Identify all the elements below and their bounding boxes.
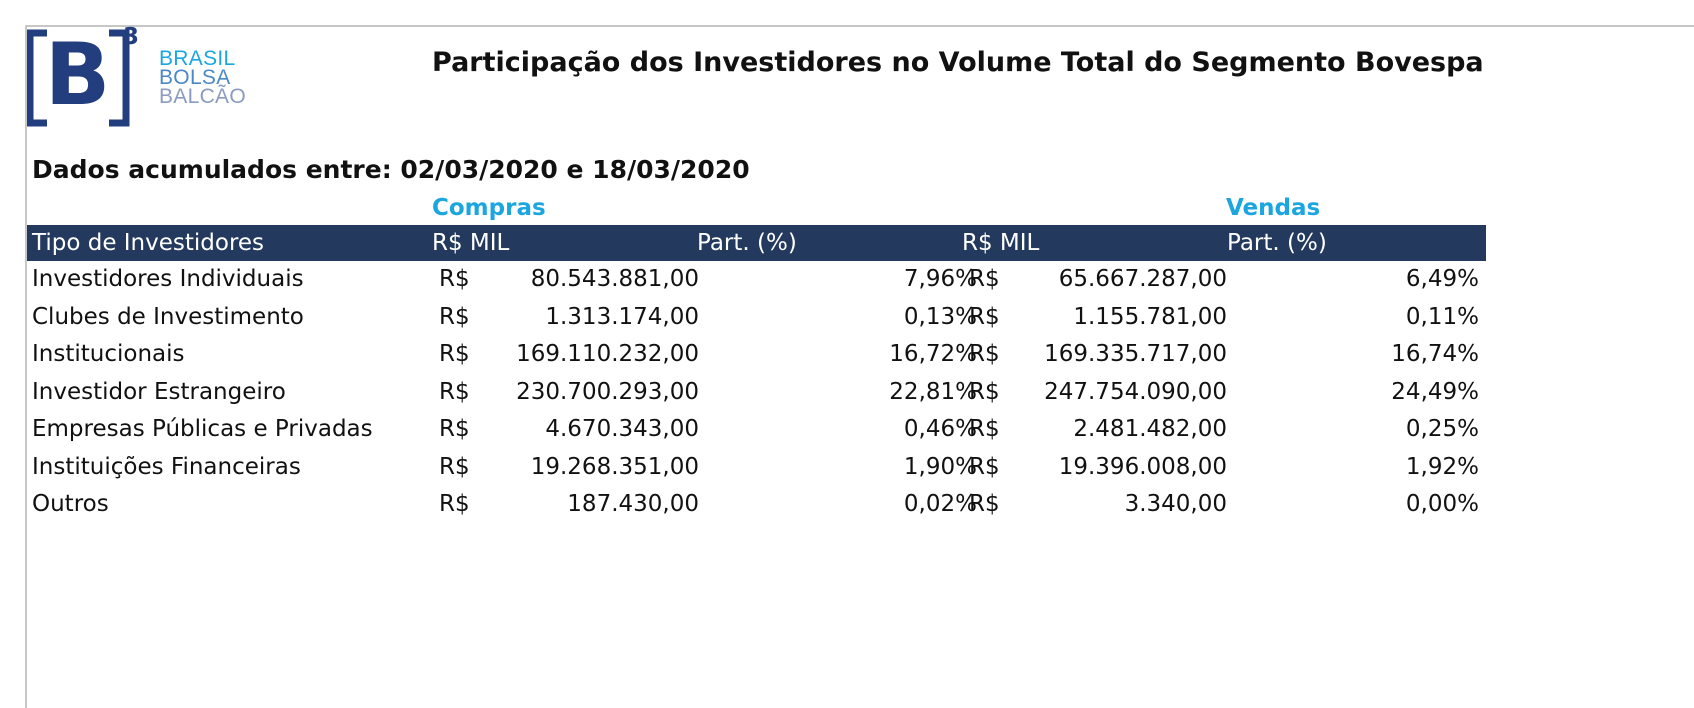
buy-value: 230.700.293,00 xyxy=(516,378,699,405)
buy-pct: 22,81% xyxy=(889,378,977,405)
table-row: Investidor Estrangeiro R$ 230.700.293,00… xyxy=(27,374,1486,412)
sell-currency: R$ xyxy=(969,378,1000,405)
investor-type: Institucionais xyxy=(32,341,185,367)
sell-value: 169.335.717,00 xyxy=(1044,341,1227,367)
investor-type: Empresas Públicas e Privadas xyxy=(32,416,373,442)
header-sell-pct: Part. (%) xyxy=(1227,230,1327,256)
buy-pct: 0,02% xyxy=(903,491,977,517)
logo-word-balcao: BALCÃO xyxy=(159,85,246,108)
sell-currency: R$ xyxy=(969,491,1000,517)
buy-value: 1.313.174,00 xyxy=(545,303,699,330)
sell-currency: R$ xyxy=(969,453,1000,480)
buy-currency: R$ xyxy=(439,341,470,367)
logo-word-brasil: BRASIL xyxy=(159,47,236,70)
buy-currency: R$ xyxy=(439,416,470,442)
sell-value: 1.155.781,00 xyxy=(1073,303,1227,330)
table-header-row: Tipo de Investidores R$ MIL Part. (%) R$… xyxy=(27,225,1486,261)
buy-currency: R$ xyxy=(439,491,470,517)
buy-currency: R$ xyxy=(439,266,470,292)
sheet-left-border xyxy=(25,25,27,708)
logo-superscript: 3 xyxy=(123,24,140,50)
sell-pct: 0,11% xyxy=(1405,303,1479,330)
sell-pct: 16,74% xyxy=(1391,341,1479,367)
sell-pct: 0,00% xyxy=(1405,491,1479,517)
investor-participation-table: Tipo de Investidores R$ MIL Part. (%) R$… xyxy=(27,225,1486,524)
table-row: Institucionais R$ 169.110.232,00 16,72% … xyxy=(27,336,1486,374)
sell-value: 65.667.287,00 xyxy=(1058,266,1227,292)
sell-currency: R$ xyxy=(969,303,1000,330)
buy-value: 19.268.351,00 xyxy=(530,453,699,480)
sell-value: 2.481.482,00 xyxy=(1073,416,1227,442)
buy-pct: 0,13% xyxy=(903,303,977,330)
logo-brackets-icon xyxy=(27,29,130,127)
header-sell-value: R$ MIL xyxy=(962,230,1040,256)
sell-pct: 24,49% xyxy=(1391,378,1479,405)
sell-currency: R$ xyxy=(969,341,1000,367)
buy-currency: R$ xyxy=(439,453,470,480)
sell-pct: 1,92% xyxy=(1405,453,1479,480)
b3-logo: B 3 BRASIL BOLSA BALCÃO xyxy=(27,24,267,128)
sell-value: 19.396.008,00 xyxy=(1058,453,1227,480)
sell-pct: 0,25% xyxy=(1405,416,1479,442)
investor-type: Clubes de Investimento xyxy=(32,303,304,330)
buy-pct: 7,96% xyxy=(903,266,977,292)
buy-value: 169.110.232,00 xyxy=(516,341,699,367)
report-title: Participação dos Investidores no Volume … xyxy=(432,47,1484,78)
table-row: Clubes de Investimento R$ 1.313.174,00 0… xyxy=(27,299,1486,337)
buy-value: 80.543.881,00 xyxy=(530,266,699,292)
buy-pct: 0,46% xyxy=(903,416,977,442)
date-range-subtitle: Dados acumulados entre: 02/03/2020 e 18/… xyxy=(32,155,750,184)
header-buy-value: R$ MIL xyxy=(432,230,510,256)
header-buy-pct: Part. (%) xyxy=(697,230,797,256)
table-row: Outros R$ 187.430,00 0,02% R$ 3.340,00 0… xyxy=(27,486,1486,524)
buy-pct: 1,90% xyxy=(903,453,977,480)
logo-word-bolsa: BOLSA xyxy=(159,66,231,89)
investor-type: Investidores Individuais xyxy=(32,266,304,292)
buy-pct: 16,72% xyxy=(889,341,977,367)
group-label-sell: Vendas xyxy=(1226,195,1321,221)
sell-value: 247.754.090,00 xyxy=(1044,378,1227,405)
group-label-buy: Compras xyxy=(432,195,546,221)
table-row: Instituições Financeiras R$ 19.268.351,0… xyxy=(27,449,1486,487)
table-row: Investidores Individuais R$ 80.543.881,0… xyxy=(27,261,1486,299)
investor-type: Outros xyxy=(32,491,109,517)
sell-pct: 6,49% xyxy=(1405,266,1479,292)
logo-wordmark: BRASIL BOLSA BALCÃO xyxy=(159,47,246,108)
header-tipo: Tipo de Investidores xyxy=(32,230,265,256)
buy-value: 4.670.343,00 xyxy=(545,416,699,442)
sell-currency: R$ xyxy=(969,416,1000,442)
investor-type: Investidor Estrangeiro xyxy=(32,378,286,405)
sheet-top-border xyxy=(25,25,1694,27)
buy-currency: R$ xyxy=(439,378,470,405)
buy-value: 187.430,00 xyxy=(567,491,699,517)
investor-type: Instituições Financeiras xyxy=(32,453,301,480)
buy-currency: R$ xyxy=(439,303,470,330)
sell-currency: R$ xyxy=(969,266,1000,292)
sell-value: 3.340,00 xyxy=(1124,491,1227,517)
logo-mark-letter: B xyxy=(44,25,111,125)
table-row: Empresas Públicas e Privadas R$ 4.670.34… xyxy=(27,411,1486,449)
